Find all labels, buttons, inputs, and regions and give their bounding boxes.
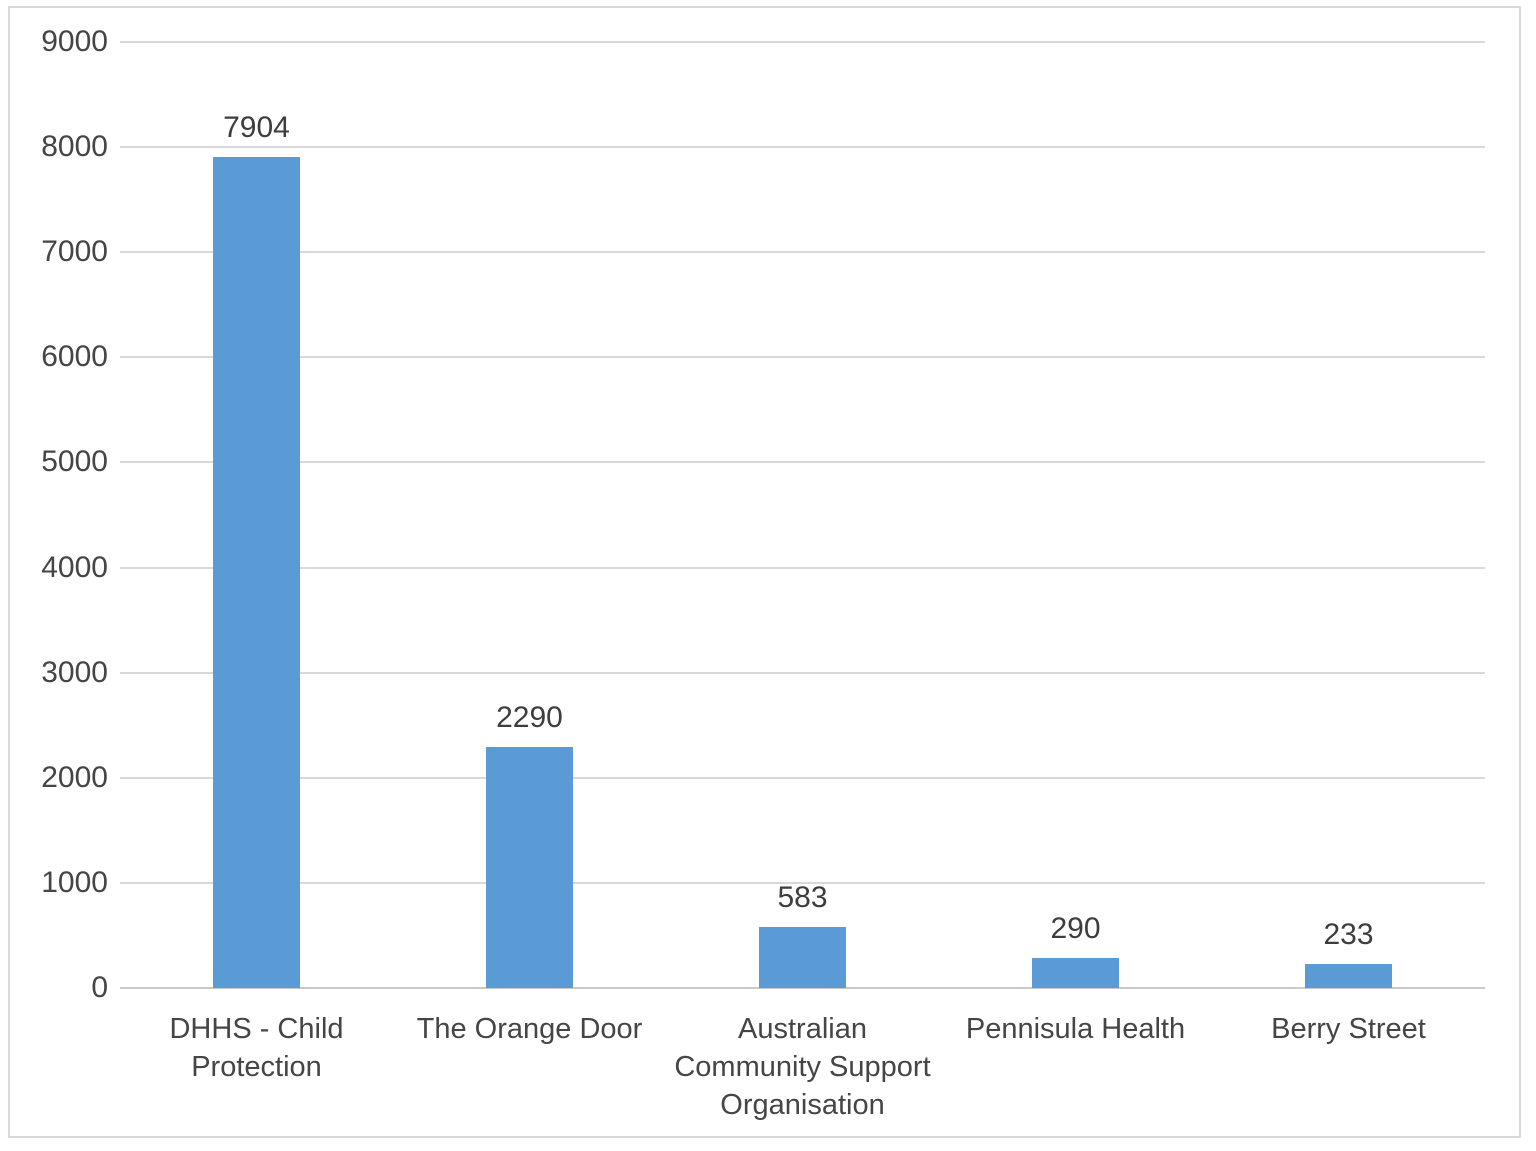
- bar: [1305, 963, 1392, 988]
- gridline: [120, 461, 1485, 464]
- gridline: [120, 251, 1485, 254]
- y-tick-label: 9000: [41, 25, 108, 58]
- y-tick-label: 1000: [41, 865, 108, 899]
- gridline: [120, 356, 1485, 359]
- y-tick-label: 2000: [41, 760, 108, 794]
- y-tick-label: 0: [91, 971, 108, 1004]
- bar: [486, 747, 573, 988]
- bar: [759, 926, 846, 988]
- x-category-label: Australian Community Support Organisatio…: [674, 1013, 931, 1121]
- y-tick-label: 5000: [41, 445, 108, 479]
- x-axis-line: [120, 987, 1485, 989]
- gridline: [120, 146, 1485, 149]
- bar: [213, 157, 300, 988]
- y-tick-label: 6000: [41, 340, 108, 374]
- y-tick-label: 8000: [41, 130, 108, 164]
- x-category-label: Pennisula Health: [965, 1013, 1186, 1045]
- x-category-label: DHHS - Child Protection: [169, 1013, 344, 1083]
- y-tick-label: 4000: [41, 550, 108, 584]
- bar-value-label: 290: [1050, 911, 1101, 945]
- gridline: [120, 41, 1485, 43]
- y-tick-label: 7000: [41, 235, 108, 269]
- y-tick-label: 3000: [41, 655, 108, 689]
- gridline: [120, 776, 1485, 779]
- gridline: [120, 671, 1485, 674]
- bar-value-label: 233: [1323, 917, 1374, 951]
- x-category-label: Berry Street: [1271, 1013, 1426, 1045]
- gridline: [120, 566, 1485, 569]
- gridline: [120, 881, 1485, 884]
- bar: [1032, 957, 1119, 988]
- x-category-label: The Orange Door: [416, 1013, 643, 1045]
- bar-value-label: 7904: [223, 111, 290, 145]
- bar-value-label: 2290: [496, 701, 563, 735]
- plot-area: 7904 2290 583 290 233: [120, 41, 1485, 989]
- bar-value-label: 583: [777, 880, 828, 914]
